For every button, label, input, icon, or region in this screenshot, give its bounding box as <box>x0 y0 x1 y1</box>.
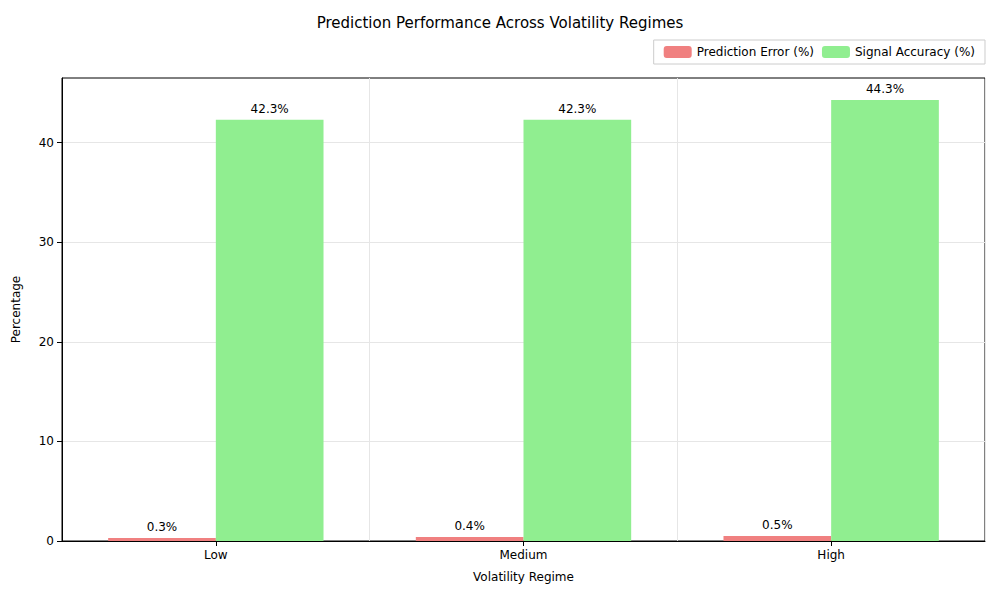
svg-text:42.3%: 42.3% <box>251 102 289 116</box>
svg-text:44.3%: 44.3% <box>866 82 904 96</box>
svg-text:0.3%: 0.3% <box>147 520 178 534</box>
svg-text:30: 30 <box>39 235 54 249</box>
svg-text:0.4%: 0.4% <box>454 519 485 533</box>
svg-text:20: 20 <box>39 335 54 349</box>
svg-text:Low: Low <box>204 548 228 562</box>
svg-text:42.3%: 42.3% <box>558 102 596 116</box>
svg-text:Prediction Error (%): Prediction Error (%) <box>697 45 814 59</box>
svg-text:10: 10 <box>39 434 54 448</box>
svg-text:Signal Accuracy (%): Signal Accuracy (%) <box>855 45 975 59</box>
svg-text:Volatility Regime: Volatility Regime <box>473 570 574 584</box>
svg-text:Prediction Performance Across: Prediction Performance Across Volatility… <box>317 14 684 32</box>
svg-text:High: High <box>817 548 845 562</box>
svg-text:Percentage: Percentage <box>9 276 23 344</box>
svg-text:0: 0 <box>46 534 54 548</box>
svg-text:0.5%: 0.5% <box>762 518 793 532</box>
svg-text:40: 40 <box>39 136 54 150</box>
svg-text:Medium: Medium <box>500 548 548 562</box>
